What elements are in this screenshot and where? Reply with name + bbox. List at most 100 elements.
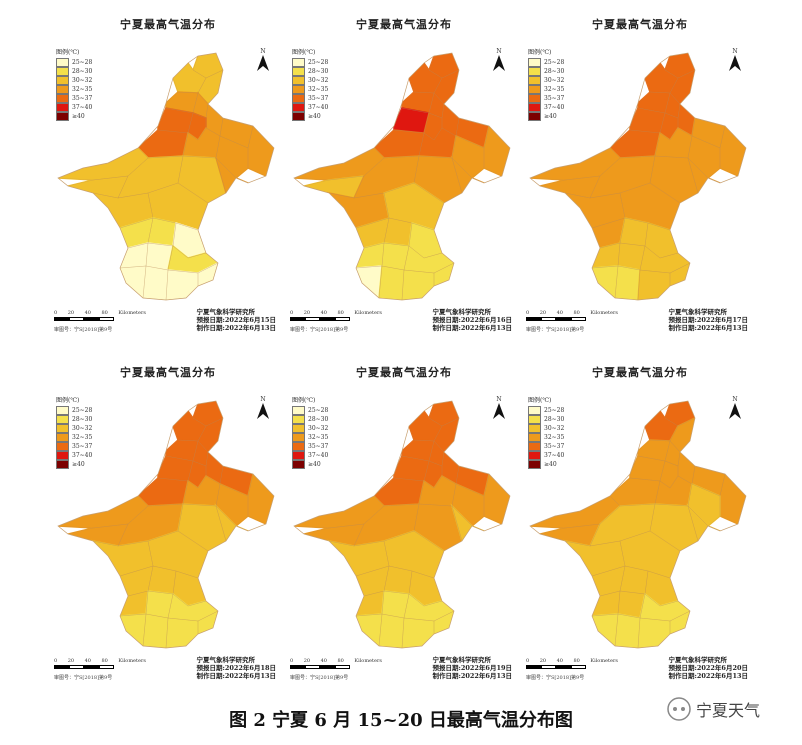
temperature-zone <box>165 269 199 300</box>
north-arrow: N <box>492 48 506 76</box>
legend-item: 37~40 <box>56 451 92 460</box>
temperature-zone <box>608 477 661 507</box>
credits: 宁夏气象科学研究所 预报日期:2022年6月17日 制作日期:2022年6月13日 <box>668 308 748 332</box>
legend-swatch <box>528 76 541 85</box>
temperature-zone <box>372 129 425 159</box>
legend-item: ≥40 <box>528 112 564 121</box>
legend-label: 32~35 <box>544 434 565 441</box>
legend-item: 25~28 <box>292 58 328 67</box>
forecast-date: 预报日期:2022年6月16日 <box>432 316 512 324</box>
scale-tick-label: 80 <box>101 658 108 664</box>
forecast-date: 预报日期:2022年6月20日 <box>668 664 748 672</box>
map-audit-number: 审图号：宁S[2018]第9号 <box>54 675 113 681</box>
scale-tick-label: 80 <box>573 310 580 316</box>
legend-label: 37~40 <box>308 452 329 459</box>
scale-unit: Kilometers <box>354 310 382 316</box>
legend-item: 30~32 <box>528 424 564 433</box>
scale-unit: Kilometers <box>118 310 146 316</box>
legend-swatch <box>528 67 541 76</box>
credits: 宁夏气象科学研究所 预报日期:2022年6月15日 制作日期:2022年6月13日 <box>196 308 276 332</box>
county-boundary <box>378 265 405 300</box>
made-date: 制作日期:2022年6月13日 <box>668 672 748 680</box>
temperature-map <box>293 400 511 649</box>
province-outline <box>293 400 511 649</box>
legend-swatch <box>528 415 541 424</box>
county-boundary <box>142 265 169 300</box>
legend-item: 30~32 <box>292 424 328 433</box>
legend-swatch <box>292 76 305 85</box>
north-letter: N <box>732 48 738 55</box>
legend-swatch <box>56 433 69 442</box>
legend-item: 25~28 <box>528 58 564 67</box>
temperature-map <box>293 52 511 301</box>
legend-item: 32~35 <box>292 433 328 442</box>
legend-swatch <box>292 85 305 94</box>
map-panel-1: 宁夏最高气温分布 图例(℃) 25~28 28~30 30~32 32~35 35~37 37… <box>48 8 288 338</box>
legend-item: 35~37 <box>292 94 328 103</box>
legend-item: ≥40 <box>56 460 92 469</box>
scale-tick-label: 80 <box>337 310 344 316</box>
legend-swatch <box>528 94 541 103</box>
north-arrow: N <box>256 48 270 76</box>
north-arrow: N <box>728 396 742 424</box>
legend-item: 25~28 <box>56 406 92 415</box>
panel-title: 宁夏最高气温分布 <box>120 366 216 379</box>
scale-tick-label: 20 <box>539 658 547 664</box>
legend-item: 32~35 <box>56 85 92 94</box>
legend-swatch <box>292 415 305 424</box>
legend-item: 35~37 <box>528 94 564 103</box>
legend-item: 37~40 <box>56 103 92 112</box>
scale-bar: 0 20 40 80 Kilometers <box>290 310 382 322</box>
legend-item: 28~30 <box>292 67 328 76</box>
wechat-account-icon <box>667 697 691 721</box>
brand-name: 宁夏天气 <box>696 701 761 720</box>
scale-tick-label: 20 <box>303 310 311 316</box>
legend-swatch <box>292 406 305 415</box>
temperature-map <box>529 400 747 649</box>
temperature-zone <box>590 242 621 269</box>
legend-swatch <box>56 94 69 103</box>
legend-label: ≥40 <box>72 461 85 468</box>
legend-item: ≥40 <box>292 460 328 469</box>
legend-label: 28~30 <box>308 416 329 423</box>
legend-item: 32~35 <box>292 85 328 94</box>
scale-bar-graphic <box>526 317 586 321</box>
legend-swatch <box>528 58 541 67</box>
temperature-zone <box>590 613 619 648</box>
legend-label: ≥40 <box>308 113 321 120</box>
legend-swatch <box>56 424 69 433</box>
wechat-brand: 宁夏天气 <box>666 696 760 722</box>
map-panel-6: 宁夏最高气温分布 图例(℃) 25~28 28~30 30~32 32~35 35~37 37… <box>520 356 760 686</box>
temperature-zone <box>118 242 149 269</box>
temperature-zone <box>118 613 147 648</box>
temperature-zone <box>719 124 746 178</box>
legend-swatch <box>56 85 69 94</box>
legend-label: 37~40 <box>308 104 329 111</box>
scale-bar-graphic <box>526 665 586 669</box>
scale-tick-label: 0 <box>54 658 58 664</box>
map-audit-number: 审图号：宁S[2018]第9号 <box>526 675 585 681</box>
panel-title: 宁夏最高气温分布 <box>120 18 216 31</box>
legend-item: 30~32 <box>56 424 92 433</box>
legend-swatch <box>56 58 69 67</box>
forecast-date: 预报日期:2022年6月15日 <box>196 316 276 324</box>
figure-caption: 图 2 宁夏 6 月 15~20 日最高气温分布图 <box>229 710 573 731</box>
north-letter: N <box>496 48 502 55</box>
forecast-date: 预报日期:2022年6月19日 <box>432 664 512 672</box>
legend-item: 28~30 <box>528 415 564 424</box>
legend-header: 图例(℃) <box>292 49 316 56</box>
legend-item: ≥40 <box>528 460 564 469</box>
legend-swatch <box>292 94 305 103</box>
county-boundary <box>142 613 169 648</box>
legend-label: 32~35 <box>308 434 329 441</box>
legend-header: 图例(℃) <box>528 49 552 56</box>
scale-unit: Kilometers <box>354 658 382 664</box>
scale-bar: 0 20 40 80 Kilometers <box>290 658 382 670</box>
legend-label: 37~40 <box>72 104 93 111</box>
north-arrow-icon <box>257 55 269 71</box>
map-panel-3: 宁夏最高气温分布 图例(℃) 25~28 28~30 30~32 32~35 35~37 37… <box>520 8 760 338</box>
county-boundary <box>451 135 485 179</box>
legend-label: 30~32 <box>308 425 329 432</box>
province-outline <box>529 52 747 301</box>
legend-label: 32~35 <box>72 86 93 93</box>
